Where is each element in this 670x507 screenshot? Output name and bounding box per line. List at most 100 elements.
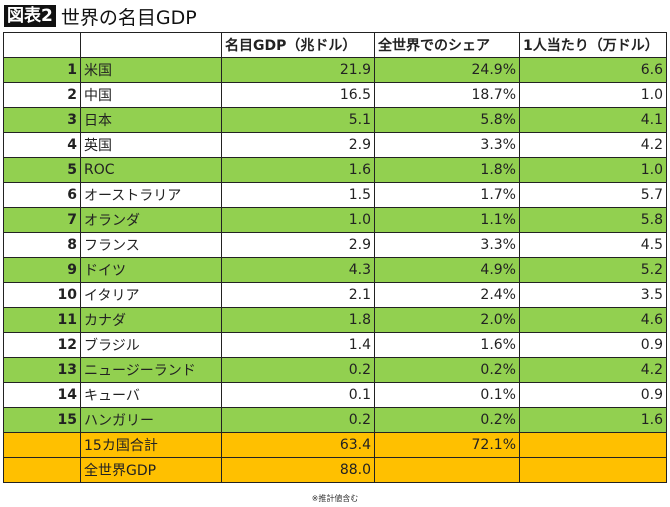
per-capita-cell: 1.6: [519, 407, 667, 433]
table-row: 14 キューバ 0.1 0.1% 0.9: [3, 382, 667, 408]
rank-cell: 1: [3, 57, 81, 83]
rank-cell: 4: [3, 132, 81, 158]
share-cell: 5.8%: [374, 107, 520, 133]
total-row: 15カ国合計 63.4 72.1%: [3, 432, 667, 458]
rank-cell: 2: [3, 82, 81, 108]
country-cell: ニュージーランド: [80, 357, 222, 383]
per-capita-cell: 1.0: [519, 157, 667, 183]
gdp-cell: 0.2: [221, 357, 375, 383]
country-cell: オーストラリア: [80, 182, 222, 208]
table-row: 1 米国 21.9 24.9% 6.6: [3, 57, 667, 83]
country-cell: 米国: [80, 57, 222, 83]
header-share: 全世界でのシェア: [374, 32, 520, 58]
country-cell: カナダ: [80, 307, 222, 333]
gdp-cell: 1.8: [221, 307, 375, 333]
share-cell: 3.3%: [374, 232, 520, 258]
share-cell: 0.2%: [374, 407, 520, 433]
share-cell: 18.7%: [374, 82, 520, 108]
table-row: 8 フランス 2.9 3.3% 4.5: [3, 232, 667, 258]
gdp-cell: 1.4: [221, 332, 375, 358]
per-capita-cell: 0.9: [519, 382, 667, 408]
gdp-cell: 88.0: [221, 457, 375, 483]
total-row: 全世界GDP 88.0: [3, 457, 667, 483]
country-cell: キューバ: [80, 382, 222, 408]
title-text: 世界の名目GDP: [60, 6, 197, 29]
per-capita-cell: 4.1: [519, 107, 667, 133]
per-capita-cell: 4.5: [519, 232, 667, 258]
table-row: 11 カナダ 1.8 2.0% 4.6: [3, 307, 667, 333]
country-cell: イタリア: [80, 282, 222, 308]
table-row: 10 イタリア 2.1 2.4% 3.5: [3, 282, 667, 308]
table-row: 12 ブラジル 1.4 1.6% 0.9: [3, 332, 667, 358]
share-cell: 0.2%: [374, 357, 520, 383]
gdp-cell: 63.4: [221, 432, 375, 458]
rank-cell: 6: [3, 182, 81, 208]
gdp-cell: 21.9: [221, 57, 375, 83]
per-capita-cell: 3.5: [519, 282, 667, 308]
share-cell: 0.1%: [374, 382, 520, 408]
gdp-cell: 1.0: [221, 207, 375, 233]
rank-cell: 9: [3, 257, 81, 283]
figure-badge: 図表2: [4, 5, 56, 27]
gdp-table: 名目GDP（兆ドル） 全世界でのシェア 1人当たり（万ドル） 1 米国 21.9 24…: [3, 32, 667, 483]
country-cell: ハンガリー: [80, 407, 222, 433]
share-cell: 4.9%: [374, 257, 520, 283]
share-cell: 2.0%: [374, 307, 520, 333]
per-capita-cell: 4.6: [519, 307, 667, 333]
gdp-cell: 2.9: [221, 132, 375, 158]
country-cell: オランダ: [80, 207, 222, 233]
country-cell: フランス: [80, 232, 222, 258]
rank-cell: 3: [3, 107, 81, 133]
gdp-cell: 1.5: [221, 182, 375, 208]
rank-cell: 10: [3, 282, 81, 308]
per-capita-cell: 0.9: [519, 332, 667, 358]
per-capita-cell: [519, 457, 667, 483]
country-cell: ドイツ: [80, 257, 222, 283]
total-label-cell: 15カ国合計: [80, 432, 222, 458]
per-capita-cell: 4.2: [519, 357, 667, 383]
figure-title: 図表2 世界の名目GDP: [4, 4, 197, 29]
share-cell: 3.3%: [374, 132, 520, 158]
per-capita-cell: 5.8: [519, 207, 667, 233]
table-row: 9 ドイツ 4.3 4.9% 5.2: [3, 257, 667, 283]
share-cell: 1.7%: [374, 182, 520, 208]
empty-cell: [3, 457, 81, 483]
share-cell: 1.1%: [374, 207, 520, 233]
footnote: ※推計値含む: [311, 494, 359, 503]
country-cell: 日本: [80, 107, 222, 133]
header-rank: [3, 32, 81, 58]
gdp-cell: 16.5: [221, 82, 375, 108]
country-cell: ROC: [80, 157, 222, 183]
rank-cell: 12: [3, 332, 81, 358]
empty-cell: [3, 432, 81, 458]
gdp-cell: 4.3: [221, 257, 375, 283]
table-row: 7 オランダ 1.0 1.1% 5.8: [3, 207, 667, 233]
gdp-cell: 0.1: [221, 382, 375, 408]
country-cell: 中国: [80, 82, 222, 108]
per-capita-cell: 4.2: [519, 132, 667, 158]
table-row: 3 日本 5.1 5.8% 4.1: [3, 107, 667, 133]
per-capita-cell: 5.7: [519, 182, 667, 208]
total-label-cell: 全世界GDP: [80, 457, 222, 483]
rank-cell: 8: [3, 232, 81, 258]
header-gdp: 名目GDP（兆ドル）: [221, 32, 375, 58]
table-row: 6 オーストラリア 1.5 1.7% 5.7: [3, 182, 667, 208]
share-cell: 1.6%: [374, 332, 520, 358]
table-row: 4 英国 2.9 3.3% 4.2: [3, 132, 667, 158]
share-cell: 72.1%: [374, 432, 520, 458]
rank-cell: 15: [3, 407, 81, 433]
gdp-cell: 1.6: [221, 157, 375, 183]
rank-cell: 11: [3, 307, 81, 333]
share-cell: 2.4%: [374, 282, 520, 308]
rank-cell: 7: [3, 207, 81, 233]
gdp-cell: 5.1: [221, 107, 375, 133]
rank-cell: 14: [3, 382, 81, 408]
share-cell: 1.8%: [374, 157, 520, 183]
table-row: 15 ハンガリー 0.2 0.2% 1.6: [3, 407, 667, 433]
country-cell: 英国: [80, 132, 222, 158]
share-cell: 24.9%: [374, 57, 520, 83]
header-row: 名目GDP（兆ドル） 全世界でのシェア 1人当たり（万ドル）: [3, 32, 667, 58]
rank-cell: 5: [3, 157, 81, 183]
rank-cell: 13: [3, 357, 81, 383]
gdp-cell: 0.2: [221, 407, 375, 433]
